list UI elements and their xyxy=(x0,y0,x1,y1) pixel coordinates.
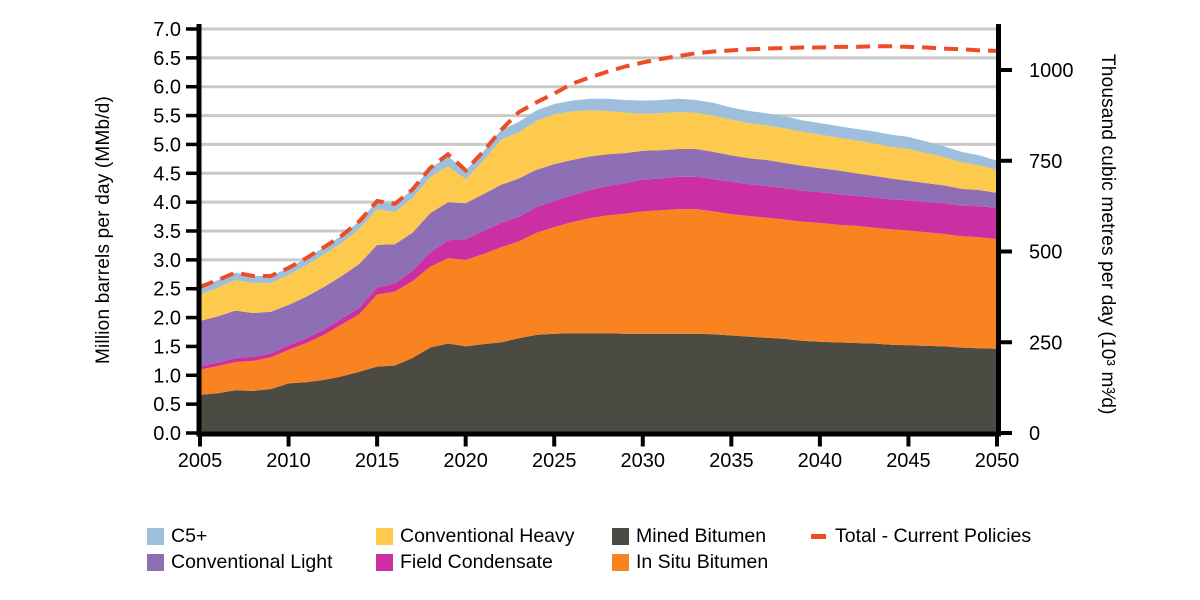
right-tick-label: 1000 xyxy=(1029,60,1074,82)
legend-swatch-field-condensate xyxy=(376,553,393,571)
legend-swatch-in-situ-bitumen xyxy=(612,553,629,571)
legend-item-in-situ-bitumen: In Situ Bitumen xyxy=(612,549,809,575)
left-tick-label: 1.0 xyxy=(153,365,181,387)
legend-swatch-c5 xyxy=(147,527,164,545)
legend-swatch-mined-bitumen xyxy=(612,527,629,545)
bottom-tick-label: 2015 xyxy=(355,450,400,472)
legend-label: In Situ Bitumen xyxy=(636,550,769,573)
legend-label: C5+ xyxy=(171,524,208,547)
left-tick-label: 0.5 xyxy=(153,394,181,416)
left-tick-label: 2.0 xyxy=(153,308,181,330)
legend-dash-total-current-policies xyxy=(811,533,826,539)
legend-label: Total - Current Policies xyxy=(835,524,1032,547)
right-tick-label: 0 xyxy=(1029,423,1040,445)
bottom-tick-label: 2020 xyxy=(443,450,488,472)
legend-label: Conventional Light xyxy=(171,550,333,573)
right-tick-label: 500 xyxy=(1029,242,1062,264)
area-c5 xyxy=(200,98,997,295)
right-tick-label: 750 xyxy=(1029,151,1062,173)
left-tick-label: 1.5 xyxy=(153,336,181,358)
legend-label: Mined Bitumen xyxy=(636,524,767,547)
legend-item-conventional-light: Conventional Light xyxy=(147,549,376,575)
right-axis-title: Thousand cubic metres per day (10³ m³⁄d) xyxy=(1097,53,1118,415)
left-tick-label: 5.5 xyxy=(153,106,181,128)
legend-item-conventional-heavy: Conventional Heavy xyxy=(376,523,612,549)
left-tick-label: 4.5 xyxy=(153,163,181,185)
right-tick-label: 250 xyxy=(1029,332,1062,354)
bottom-tick-label: 2045 xyxy=(886,450,931,472)
left-tick-label: 0.0 xyxy=(153,423,181,445)
legend-label: Field Condensate xyxy=(400,550,553,573)
area-conventional-light xyxy=(200,149,997,367)
area-mined-bitumen xyxy=(200,333,997,433)
bottom-tick-label: 2025 xyxy=(532,450,577,472)
bottom-tick-label: 2005 xyxy=(178,450,223,472)
legend-item-field-condensate: Field Condensate xyxy=(376,549,612,575)
left-tick-label: 4.0 xyxy=(153,192,181,214)
legend: C5+ Conventional Light Conventional Heavy F… xyxy=(147,523,1031,575)
bottom-tick-label: 2040 xyxy=(798,450,843,472)
area-conventional-heavy xyxy=(200,110,997,322)
left-tick-label: 7.0 xyxy=(153,19,181,41)
bottom-tick-label: 2050 xyxy=(975,450,1020,472)
legend-swatch-conventional-heavy xyxy=(376,527,393,545)
left-tick-label: 6.0 xyxy=(153,77,181,99)
total-current-policies-line xyxy=(199,44,998,289)
legend-item-mined-bitumen: Mined Bitumen xyxy=(612,523,809,549)
legend-item-c5: C5+ xyxy=(147,523,376,549)
left-tick-label: 6.5 xyxy=(153,48,181,70)
area-in-situ-bitumen xyxy=(200,209,997,395)
legend-swatch-conventional-light xyxy=(147,553,164,571)
left-tick-label: 5.0 xyxy=(153,134,181,156)
bottom-tick-label: 2030 xyxy=(621,450,666,472)
area-field-condensate xyxy=(200,176,997,370)
left-axis-title: Million barrels per day (MMb/d) xyxy=(93,95,114,365)
left-tick-label: 3.5 xyxy=(153,221,181,243)
left-tick-label: 3.0 xyxy=(153,250,181,272)
legend-label: Conventional Heavy xyxy=(400,524,575,547)
bottom-tick-label: 2035 xyxy=(709,450,754,472)
legend-item-total-current-policies: Total - Current Policies xyxy=(809,523,1031,549)
left-tick-label: 2.5 xyxy=(153,279,181,301)
bottom-tick-label: 2010 xyxy=(266,450,311,472)
